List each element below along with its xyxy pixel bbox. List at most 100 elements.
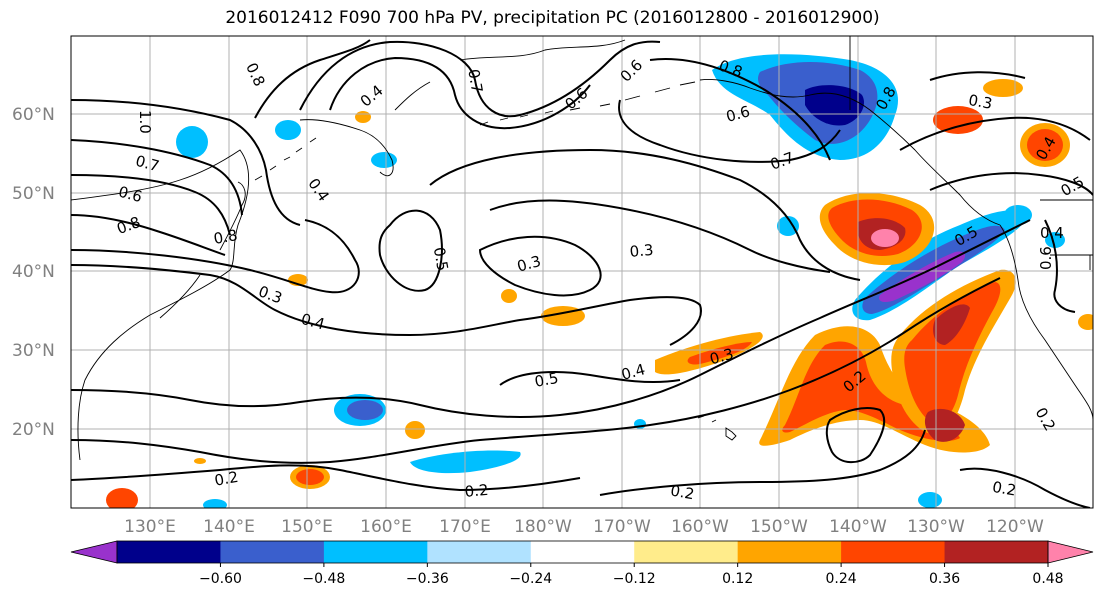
positive-precip-region bbox=[983, 79, 1023, 97]
pv-contour bbox=[1044, 219, 1076, 313]
pv-contour bbox=[329, 56, 591, 130]
colorbar-segment bbox=[841, 541, 946, 563]
alaska-coastline bbox=[459, 39, 1001, 226]
negative-precip-region bbox=[1045, 232, 1065, 248]
pv-contour bbox=[429, 148, 861, 281]
negative-precip-region bbox=[176, 126, 208, 158]
positive-precip-region bbox=[355, 111, 371, 123]
contour-label: 0.3 bbox=[708, 345, 736, 369]
pv-contour bbox=[899, 116, 1091, 151]
latitude-label: 60°N bbox=[12, 105, 55, 125]
negative-precip-region bbox=[347, 400, 383, 420]
positive-precip-region bbox=[405, 421, 425, 439]
positive-precip-region bbox=[1027, 129, 1063, 161]
positive-precip-region bbox=[106, 488, 138, 508]
negative-precip-region bbox=[805, 85, 865, 126]
colorbar-tick-label: −0.24 bbox=[509, 571, 552, 587]
negative-precip-region bbox=[777, 216, 799, 236]
colorbar-tick-label: 0.24 bbox=[826, 571, 857, 587]
longitude-label: 170°E bbox=[439, 517, 491, 537]
latitude-label: 40°N bbox=[12, 262, 55, 282]
colorbar: −0.60 −0.48 −0.36 −0.24 −0.12 0.12 0.24 0.36 0.4… bbox=[70, 540, 1094, 587]
colorbar-tick-label: −0.60 bbox=[199, 571, 242, 587]
pv-contour bbox=[71, 214, 226, 256]
pv-contour bbox=[71, 219, 1031, 418]
colorbar-segment bbox=[530, 541, 635, 563]
graticule bbox=[71, 36, 1093, 508]
pv-contour bbox=[825, 407, 886, 464]
longitude-label: 140°W bbox=[829, 517, 887, 537]
longitude-label: 170°W bbox=[593, 517, 651, 537]
pv-contours bbox=[71, 39, 1093, 508]
contour-label: 0.6 bbox=[724, 102, 752, 126]
contour-label: 0.3 bbox=[629, 241, 654, 261]
longitude-label: 160°E bbox=[360, 517, 412, 537]
positive-precip-region bbox=[687, 342, 752, 365]
negative-precip-region bbox=[918, 492, 942, 508]
positive-precip-region bbox=[1078, 314, 1093, 330]
map-area: 0.8 0.7 0.6 0.8 0.6 0.4 1.0 0.7 0.6 0.8 … bbox=[71, 36, 1093, 508]
contour-label: 0.7 bbox=[464, 68, 486, 95]
colorbar-tick-label: 0.36 bbox=[929, 571, 960, 587]
latitude-label: 30°N bbox=[12, 341, 55, 361]
coastlines bbox=[71, 36, 1093, 461]
pv-contour bbox=[959, 467, 1091, 508]
longitude-label: 150°E bbox=[281, 517, 333, 537]
colorbar-extend-low bbox=[70, 540, 118, 564]
latitude-label: 20°N bbox=[12, 420, 55, 440]
contour-label: 0.2 bbox=[464, 481, 489, 501]
negative-precip-region bbox=[275, 120, 301, 140]
pv-contour bbox=[618, 99, 841, 163]
colorbar-tick-label: −0.36 bbox=[406, 571, 449, 587]
kuril-islands bbox=[254, 137, 317, 181]
contour-label: 0.4 bbox=[619, 360, 647, 384]
pv-contour bbox=[71, 174, 231, 236]
contour-label: 0.8 bbox=[212, 226, 239, 248]
contour-label: 0.6 bbox=[116, 183, 144, 207]
positive-precip-region bbox=[296, 469, 324, 485]
colorbar-tick-label: −0.12 bbox=[613, 571, 656, 587]
contour-label: 0.5 bbox=[533, 369, 560, 391]
colorbar-segment bbox=[427, 541, 532, 563]
pv-contour bbox=[929, 172, 1093, 196]
contour-label: 0.4 bbox=[1040, 224, 1064, 242]
pv-contour bbox=[929, 71, 1026, 81]
longitude-labels: 130°E 140°E 150°E 160°E 170°E 180°W 170°… bbox=[124, 517, 1044, 537]
colorbar-segment bbox=[737, 541, 842, 563]
negative-precip-region bbox=[1004, 205, 1032, 225]
contour-label: 1.0 bbox=[136, 110, 154, 134]
longitude-label: 140°E bbox=[203, 517, 255, 537]
positive-precip-region bbox=[904, 282, 1001, 423]
longitude-label: 150°W bbox=[750, 517, 808, 537]
pv-contour bbox=[254, 39, 371, 119]
longitude-label: 120°W bbox=[986, 517, 1044, 537]
positive-precip-region bbox=[871, 229, 899, 247]
aleutian-islands bbox=[479, 81, 696, 126]
japan-coastline bbox=[159, 181, 246, 319]
colorbar-tick-label: −0.48 bbox=[302, 571, 345, 587]
contour-label: 0.3 bbox=[515, 252, 543, 276]
negative-precip-region bbox=[371, 152, 397, 168]
latitude-labels: 60°N 50°N 40°N 30°N 20°N bbox=[12, 105, 55, 440]
pv-contour bbox=[499, 371, 681, 386]
pv-contour bbox=[378, 209, 443, 292]
longitude-label: 130°W bbox=[907, 517, 965, 537]
contour-label: 0.2 bbox=[213, 468, 240, 490]
colorbar-extend-high bbox=[1047, 540, 1094, 564]
pv-contour bbox=[71, 277, 1001, 464]
colorbar-segment bbox=[117, 541, 221, 563]
pv-contour bbox=[649, 58, 831, 161]
positive-precip-region bbox=[933, 304, 970, 345]
pv-contour bbox=[71, 219, 360, 294]
colorbar-outline bbox=[116, 540, 1049, 564]
contour-label: 0.4 bbox=[299, 310, 327, 334]
negative-precip-region bbox=[203, 499, 227, 508]
colorbar-segment bbox=[323, 541, 428, 563]
pv-contour bbox=[489, 199, 831, 273]
colorbar-segment bbox=[220, 541, 325, 563]
borders bbox=[849, 36, 1093, 270]
map-frame bbox=[70, 35, 1094, 509]
latitude-label: 50°N bbox=[12, 184, 55, 204]
contour-label: 0.6 bbox=[1037, 246, 1055, 270]
